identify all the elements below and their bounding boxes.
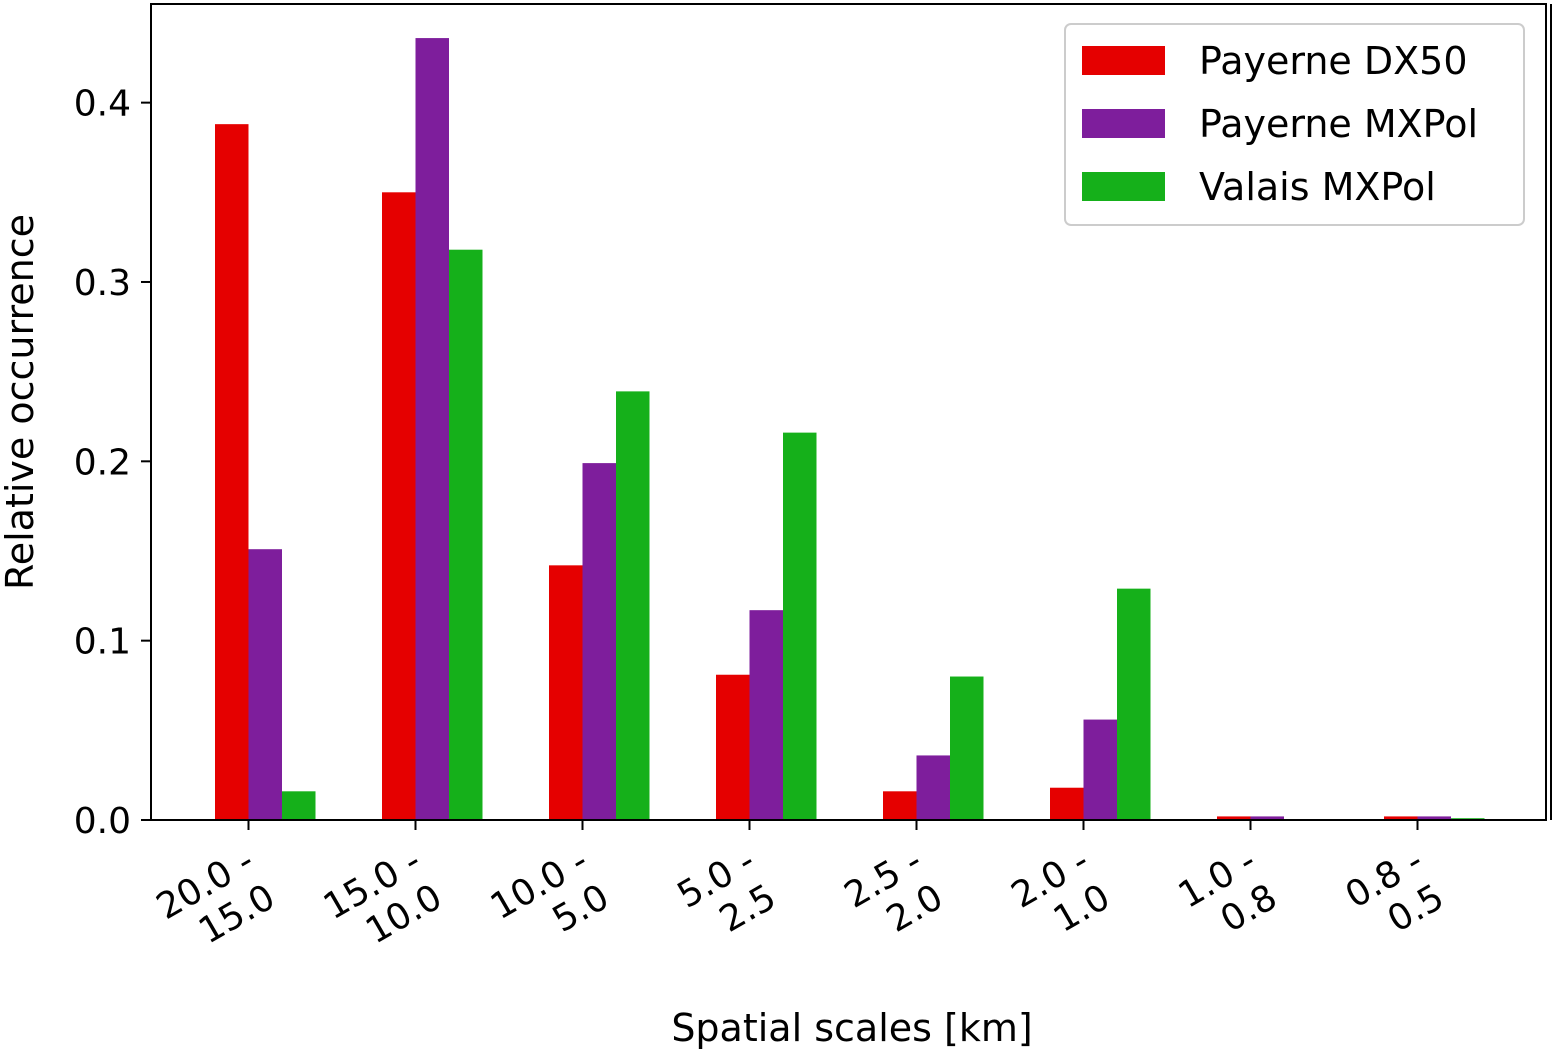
x-tick-label: 2.0 -1.0 bbox=[1005, 840, 1117, 941]
y-tick-label: 0.2 bbox=[74, 442, 131, 483]
legend-swatch-0 bbox=[1082, 46, 1165, 75]
y-tick-label: 0.1 bbox=[74, 622, 131, 663]
bars-layer bbox=[215, 38, 1485, 821]
bar-payerne-dx50-6 bbox=[1217, 816, 1251, 820]
bar-payerne-dx50-1 bbox=[382, 192, 416, 821]
plot-frame bbox=[150, 3, 1547, 821]
bar-payerne-dx50-0 bbox=[215, 124, 249, 820]
bar-payerne-mxpol-1 bbox=[415, 38, 449, 821]
y-tick-label: 0.4 bbox=[74, 84, 131, 125]
x-tick-label: 20.0 -15.0 bbox=[150, 840, 282, 952]
legend-swatch-2 bbox=[1082, 172, 1165, 201]
x-tick-label: 5.0 -2.5 bbox=[671, 840, 783, 941]
bar-payerne-mxpol-7 bbox=[1417, 816, 1451, 820]
bar-payerne-dx50-4 bbox=[883, 791, 917, 820]
legend-swatch-1 bbox=[1082, 109, 1165, 138]
x-tick-label: 15.0 -10.0 bbox=[317, 840, 449, 952]
y-tick-label: 0.0 bbox=[74, 801, 131, 842]
y-axis-title: Relative occurrence bbox=[0, 214, 42, 590]
bar-payerne-mxpol-4 bbox=[916, 755, 950, 820]
x-axis-title: Spatial scales [km] bbox=[671, 1006, 1032, 1050]
bar-valais-mxpol-4 bbox=[950, 676, 984, 820]
x-tick-label: 0.8 -0.5 bbox=[1339, 840, 1451, 941]
legend-label-2: Valais MXPol bbox=[1199, 165, 1436, 209]
bar-valais-mxpol-1 bbox=[449, 249, 483, 820]
bar-payerne-dx50-3 bbox=[716, 674, 750, 820]
x-tick-label: 1.0 -0.8 bbox=[1172, 840, 1284, 941]
y-axis: 0.0 0.1 0.2 0.3 0.4 bbox=[74, 84, 151, 842]
x-tick-label: 2.5 -2.0 bbox=[838, 840, 950, 941]
legend-label-1: Payerne MXPol bbox=[1199, 102, 1478, 146]
legend-box bbox=[1064, 23, 1525, 226]
bar-payerne-dx50-7 bbox=[1384, 816, 1418, 820]
bar-payerne-mxpol-5 bbox=[1083, 719, 1117, 820]
y-tick-label: 0.3 bbox=[74, 263, 131, 304]
axes-layer bbox=[150, 3, 1552, 821]
bar-valais-mxpol-3 bbox=[783, 432, 817, 820]
bar-payerne-dx50-5 bbox=[1050, 787, 1084, 820]
bar-payerne-dx50-2 bbox=[549, 565, 583, 820]
bar-payerne-mxpol-2 bbox=[582, 463, 616, 820]
legend-label-0: Payerne DX50 bbox=[1199, 39, 1468, 83]
legend: Payerne DX50 Payerne MXPol Valais MXPol bbox=[1064, 23, 1525, 226]
bar-valais-mxpol-5 bbox=[1117, 588, 1151, 820]
x-tick-label: 10.0 -5.0 bbox=[484, 840, 616, 941]
x-axis: 20.0 -15.0 15.0 -10.0 10.0 -5.0 5.0 -2.5 2.5… bbox=[150, 820, 1451, 952]
bar-payerne-mxpol-6 bbox=[1250, 816, 1284, 820]
bar-payerne-mxpol-0 bbox=[248, 549, 282, 820]
bar-valais-mxpol-0 bbox=[282, 791, 316, 820]
bar-payerne-mxpol-3 bbox=[749, 610, 783, 820]
bar-valais-mxpol-2 bbox=[616, 391, 650, 820]
